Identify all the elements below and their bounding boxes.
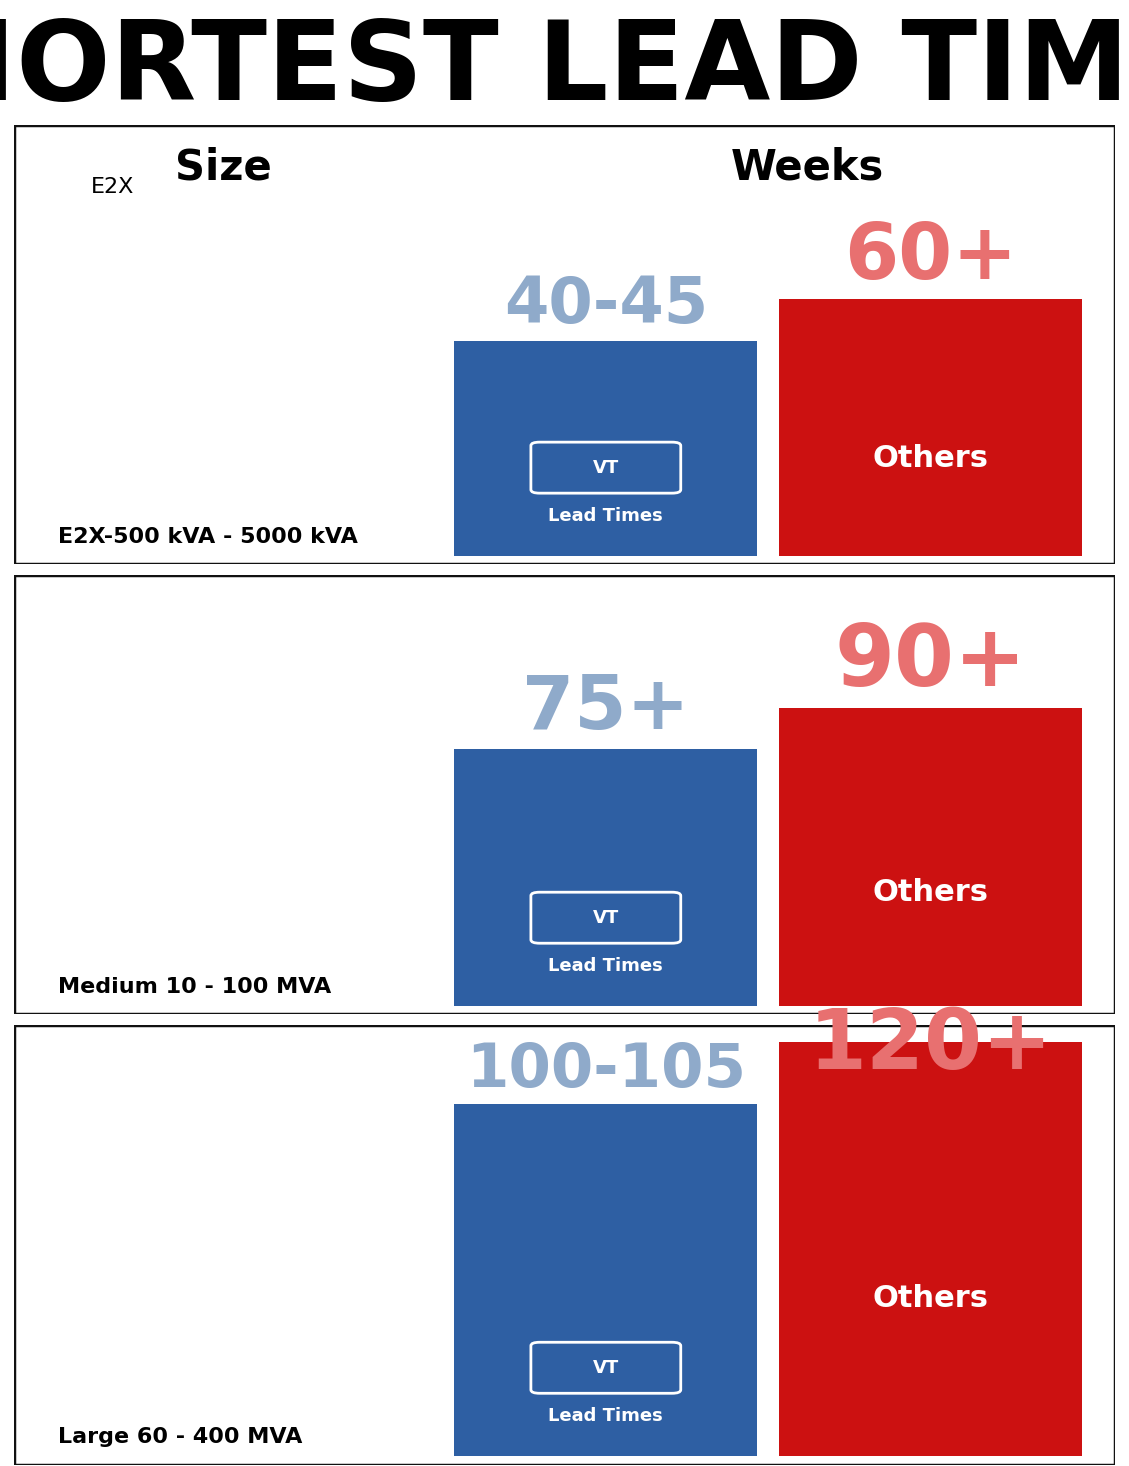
Text: VT: VT (593, 1359, 619, 1377)
Text: 120+: 120+ (808, 1006, 1053, 1086)
Text: 40-45: 40-45 (504, 274, 708, 336)
FancyBboxPatch shape (14, 1025, 1115, 1465)
FancyBboxPatch shape (454, 340, 758, 556)
Text: Medium 10 - 100 MVA: Medium 10 - 100 MVA (58, 976, 331, 997)
Text: Size: Size (175, 147, 271, 189)
FancyBboxPatch shape (779, 708, 1083, 1006)
Text: Others: Others (873, 878, 989, 907)
Text: Large 60 - 400 MVA: Large 60 - 400 MVA (58, 1426, 301, 1447)
FancyBboxPatch shape (454, 1104, 758, 1456)
Text: Others: Others (873, 1284, 989, 1314)
Text: 90+: 90+ (834, 620, 1027, 704)
FancyBboxPatch shape (531, 443, 681, 493)
FancyBboxPatch shape (779, 1042, 1083, 1456)
Text: Weeks: Weeks (730, 147, 884, 189)
Text: VT: VT (593, 459, 619, 476)
FancyBboxPatch shape (531, 1343, 681, 1393)
FancyBboxPatch shape (779, 299, 1083, 556)
FancyBboxPatch shape (14, 575, 1115, 1014)
Text: 60+: 60+ (844, 218, 1017, 295)
Text: E2X: E2X (90, 177, 134, 198)
Text: Others: Others (873, 444, 989, 472)
Text: Lead Times: Lead Times (549, 1407, 663, 1425)
FancyBboxPatch shape (454, 749, 758, 1006)
Text: Lead Times: Lead Times (549, 957, 663, 975)
Text: E2X-500 kVA - 5000 kVA: E2X-500 kVA - 5000 kVA (58, 526, 358, 547)
Text: Lead Times: Lead Times (549, 507, 663, 525)
FancyBboxPatch shape (531, 893, 681, 943)
Text: VT: VT (593, 909, 619, 927)
Text: 75+: 75+ (522, 671, 690, 745)
FancyBboxPatch shape (14, 125, 1115, 564)
Text: SHORTEST LEAD TIMES: SHORTEST LEAD TIMES (0, 16, 1129, 123)
Text: 100-105: 100-105 (466, 1041, 746, 1100)
